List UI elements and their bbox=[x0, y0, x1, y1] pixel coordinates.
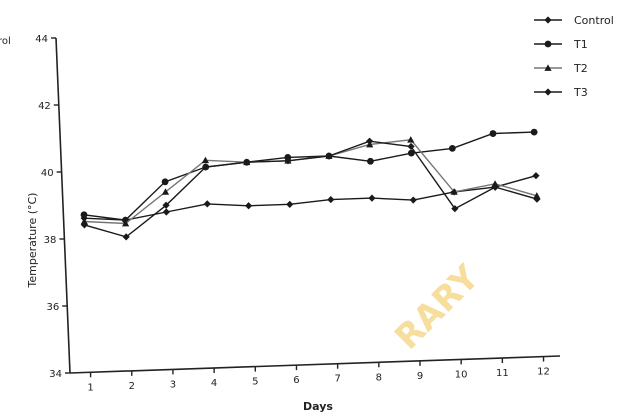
y-tick-label: 36 bbox=[46, 302, 59, 313]
y-tick-label: 38 bbox=[44, 235, 57, 246]
data-point bbox=[533, 195, 541, 203]
data-point bbox=[450, 188, 458, 195]
x-tick-label: 11 bbox=[496, 368, 509, 379]
x-tick-label: 12 bbox=[537, 367, 550, 378]
x-tick-label: 8 bbox=[376, 372, 382, 383]
x-tick-label: 5 bbox=[252, 377, 258, 388]
data-point bbox=[448, 144, 456, 152]
x-tick-label: 2 bbox=[129, 381, 135, 392]
watermark-text: RARY bbox=[387, 257, 487, 357]
y-tick-label: 34 bbox=[49, 369, 62, 380]
legend-label: T3 bbox=[573, 86, 588, 99]
x-tick-label: 3 bbox=[170, 379, 176, 390]
x-axis-title: Days bbox=[303, 400, 333, 413]
y-axis-title: Temperature (°C) bbox=[26, 193, 39, 289]
legend-item: T3 bbox=[534, 86, 588, 99]
x-axis-line bbox=[69, 355, 561, 374]
legend-marker bbox=[544, 16, 552, 24]
legend-item: T1 bbox=[534, 38, 588, 51]
series-line bbox=[84, 140, 538, 238]
data-point bbox=[122, 219, 130, 227]
data-point bbox=[80, 221, 89, 229]
data-point bbox=[161, 178, 169, 186]
legend-label: T2 bbox=[573, 62, 588, 75]
cropped-legend-text: rol bbox=[0, 36, 11, 47]
legend-label: T1 bbox=[573, 38, 588, 51]
data-point bbox=[409, 196, 417, 204]
data-point bbox=[532, 172, 540, 180]
x-tick-label: 4 bbox=[211, 378, 217, 389]
x-ticks: 1 2 3 4 5 6 7 8 9 10 11 12 bbox=[87, 356, 550, 393]
legend-label: Control bbox=[574, 14, 614, 27]
data-point bbox=[244, 202, 253, 210]
legend-marker bbox=[544, 40, 552, 48]
data-point bbox=[162, 201, 170, 209]
series-t1 bbox=[80, 128, 538, 224]
data-point bbox=[161, 188, 170, 195]
data-point bbox=[407, 142, 415, 151]
series-line bbox=[84, 175, 537, 221]
y-tick-label: 42 bbox=[38, 101, 51, 112]
legend: Control T1 T2 T3 bbox=[534, 14, 614, 99]
data-point bbox=[80, 217, 88, 225]
data-point bbox=[80, 211, 88, 219]
x-tick-label: 9 bbox=[417, 371, 423, 382]
x-tick-label: 6 bbox=[293, 375, 299, 386]
series-t2 bbox=[80, 136, 541, 227]
data-point bbox=[451, 205, 459, 213]
data-point bbox=[201, 156, 210, 164]
y-ticks: 34 36 38 40 42 44 bbox=[35, 34, 70, 380]
data-point bbox=[286, 200, 294, 208]
axes bbox=[55, 37, 561, 374]
data-point bbox=[327, 195, 335, 204]
data-point bbox=[122, 233, 130, 241]
data-point bbox=[367, 157, 374, 165]
data-point bbox=[368, 194, 376, 202]
data-point bbox=[365, 137, 374, 145]
legend-marker bbox=[544, 64, 552, 71]
data-point bbox=[491, 180, 499, 187]
data-point bbox=[407, 136, 415, 143]
series-line bbox=[83, 131, 535, 221]
y-tick-label: 40 bbox=[41, 168, 54, 179]
data-point bbox=[243, 158, 251, 166]
legend-item: Control bbox=[534, 14, 614, 27]
data-point bbox=[489, 130, 497, 137]
data-point bbox=[491, 183, 499, 191]
data-point bbox=[533, 192, 541, 199]
x-tick-label: 1 bbox=[87, 382, 93, 393]
x-tick-label: 7 bbox=[334, 374, 340, 385]
legend-item: T2 bbox=[534, 62, 588, 75]
series-layer bbox=[80, 128, 541, 241]
data-point bbox=[202, 163, 210, 171]
y-tick-label: 44 bbox=[35, 34, 48, 45]
series-line bbox=[84, 139, 537, 225]
data-point bbox=[203, 200, 211, 208]
legend-marker bbox=[544, 88, 552, 96]
y-axis-line bbox=[55, 37, 71, 374]
data-point bbox=[530, 128, 538, 136]
data-point bbox=[407, 149, 415, 157]
series-t3 bbox=[80, 137, 541, 241]
data-point bbox=[325, 152, 333, 160]
data-point bbox=[284, 157, 292, 165]
data-point bbox=[162, 208, 170, 216]
x-tick-label: 10 bbox=[455, 369, 468, 380]
